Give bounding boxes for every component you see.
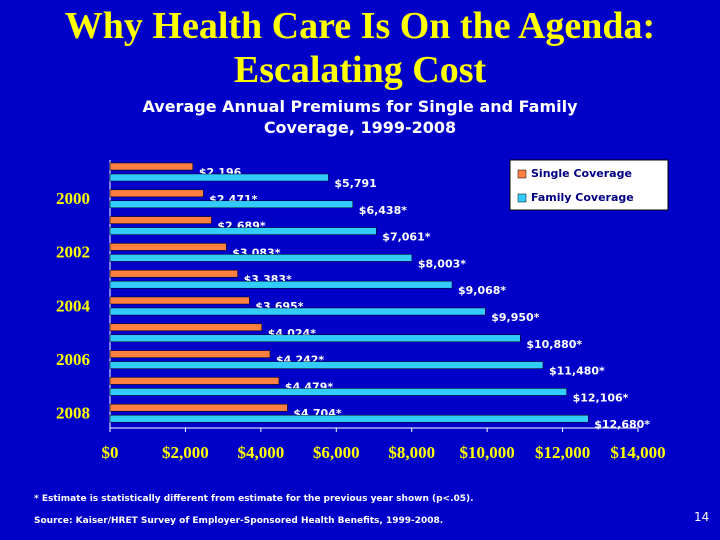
value-label: $10,880* — [526, 338, 582, 351]
footnote: * Estimate is statistically different fr… — [34, 494, 474, 504]
x-tick-label: $14,000 — [610, 443, 665, 462]
bar — [109, 323, 263, 332]
source: Source: Kaiser/HRET Survey of Employer-S… — [34, 516, 444, 526]
legend-label: Single Coverage — [531, 167, 632, 180]
bar — [109, 254, 413, 262]
bar — [109, 243, 227, 251]
bar — [109, 296, 250, 305]
value-label: $7,061* — [382, 231, 430, 244]
page-number: 14 — [694, 510, 710, 524]
legend-swatch — [517, 169, 527, 179]
y-tick-label: 2006 — [56, 350, 90, 369]
value-label: $6,438* — [359, 204, 407, 217]
chart-subtitle: Average Annual Premiums for Single and F… — [142, 97, 578, 137]
bar — [109, 414, 589, 423]
bar — [109, 280, 453, 289]
x-tick-label: $0 — [102, 443, 119, 462]
legend-swatch — [517, 193, 527, 203]
value-label: $12,680* — [594, 418, 650, 431]
value-label: $9,068* — [458, 284, 506, 297]
y-tick-label: 2002 — [56, 243, 90, 262]
x-tick-label: $8,000 — [388, 443, 435, 462]
bar — [109, 377, 280, 385]
bar — [109, 162, 194, 171]
y-tick-label: 2004 — [56, 296, 91, 315]
value-label: $8,003* — [418, 257, 466, 270]
bar — [109, 227, 377, 235]
bar — [109, 216, 212, 224]
y-tick-label: 2000 — [56, 189, 90, 208]
bar — [109, 189, 204, 198]
bar — [109, 334, 521, 343]
bar — [109, 269, 238, 278]
legend-label: Family Coverage — [531, 191, 634, 204]
value-label: $11,480* — [549, 365, 605, 378]
legend-box — [509, 159, 669, 211]
value-label: $9,950* — [491, 311, 539, 324]
x-tick-label: $4,000 — [237, 443, 284, 462]
bar — [109, 173, 329, 182]
slide-title: Why Health Care Is On the Agenda: Escala… — [64, 5, 656, 91]
bar — [109, 403, 288, 412]
y-tick-label: 2008 — [56, 404, 90, 423]
x-tick-label: $12,000 — [535, 443, 590, 462]
bar — [109, 200, 354, 209]
x-tick-label: $2,000 — [162, 443, 209, 462]
bar — [109, 307, 486, 316]
value-label: $5,791 — [334, 177, 376, 190]
bar — [109, 388, 567, 396]
bar — [109, 361, 544, 369]
bar — [109, 350, 271, 358]
x-tick-label: $10,000 — [460, 443, 515, 462]
value-label: $12,106* — [573, 391, 629, 404]
x-tick-label: $6,000 — [313, 443, 360, 462]
